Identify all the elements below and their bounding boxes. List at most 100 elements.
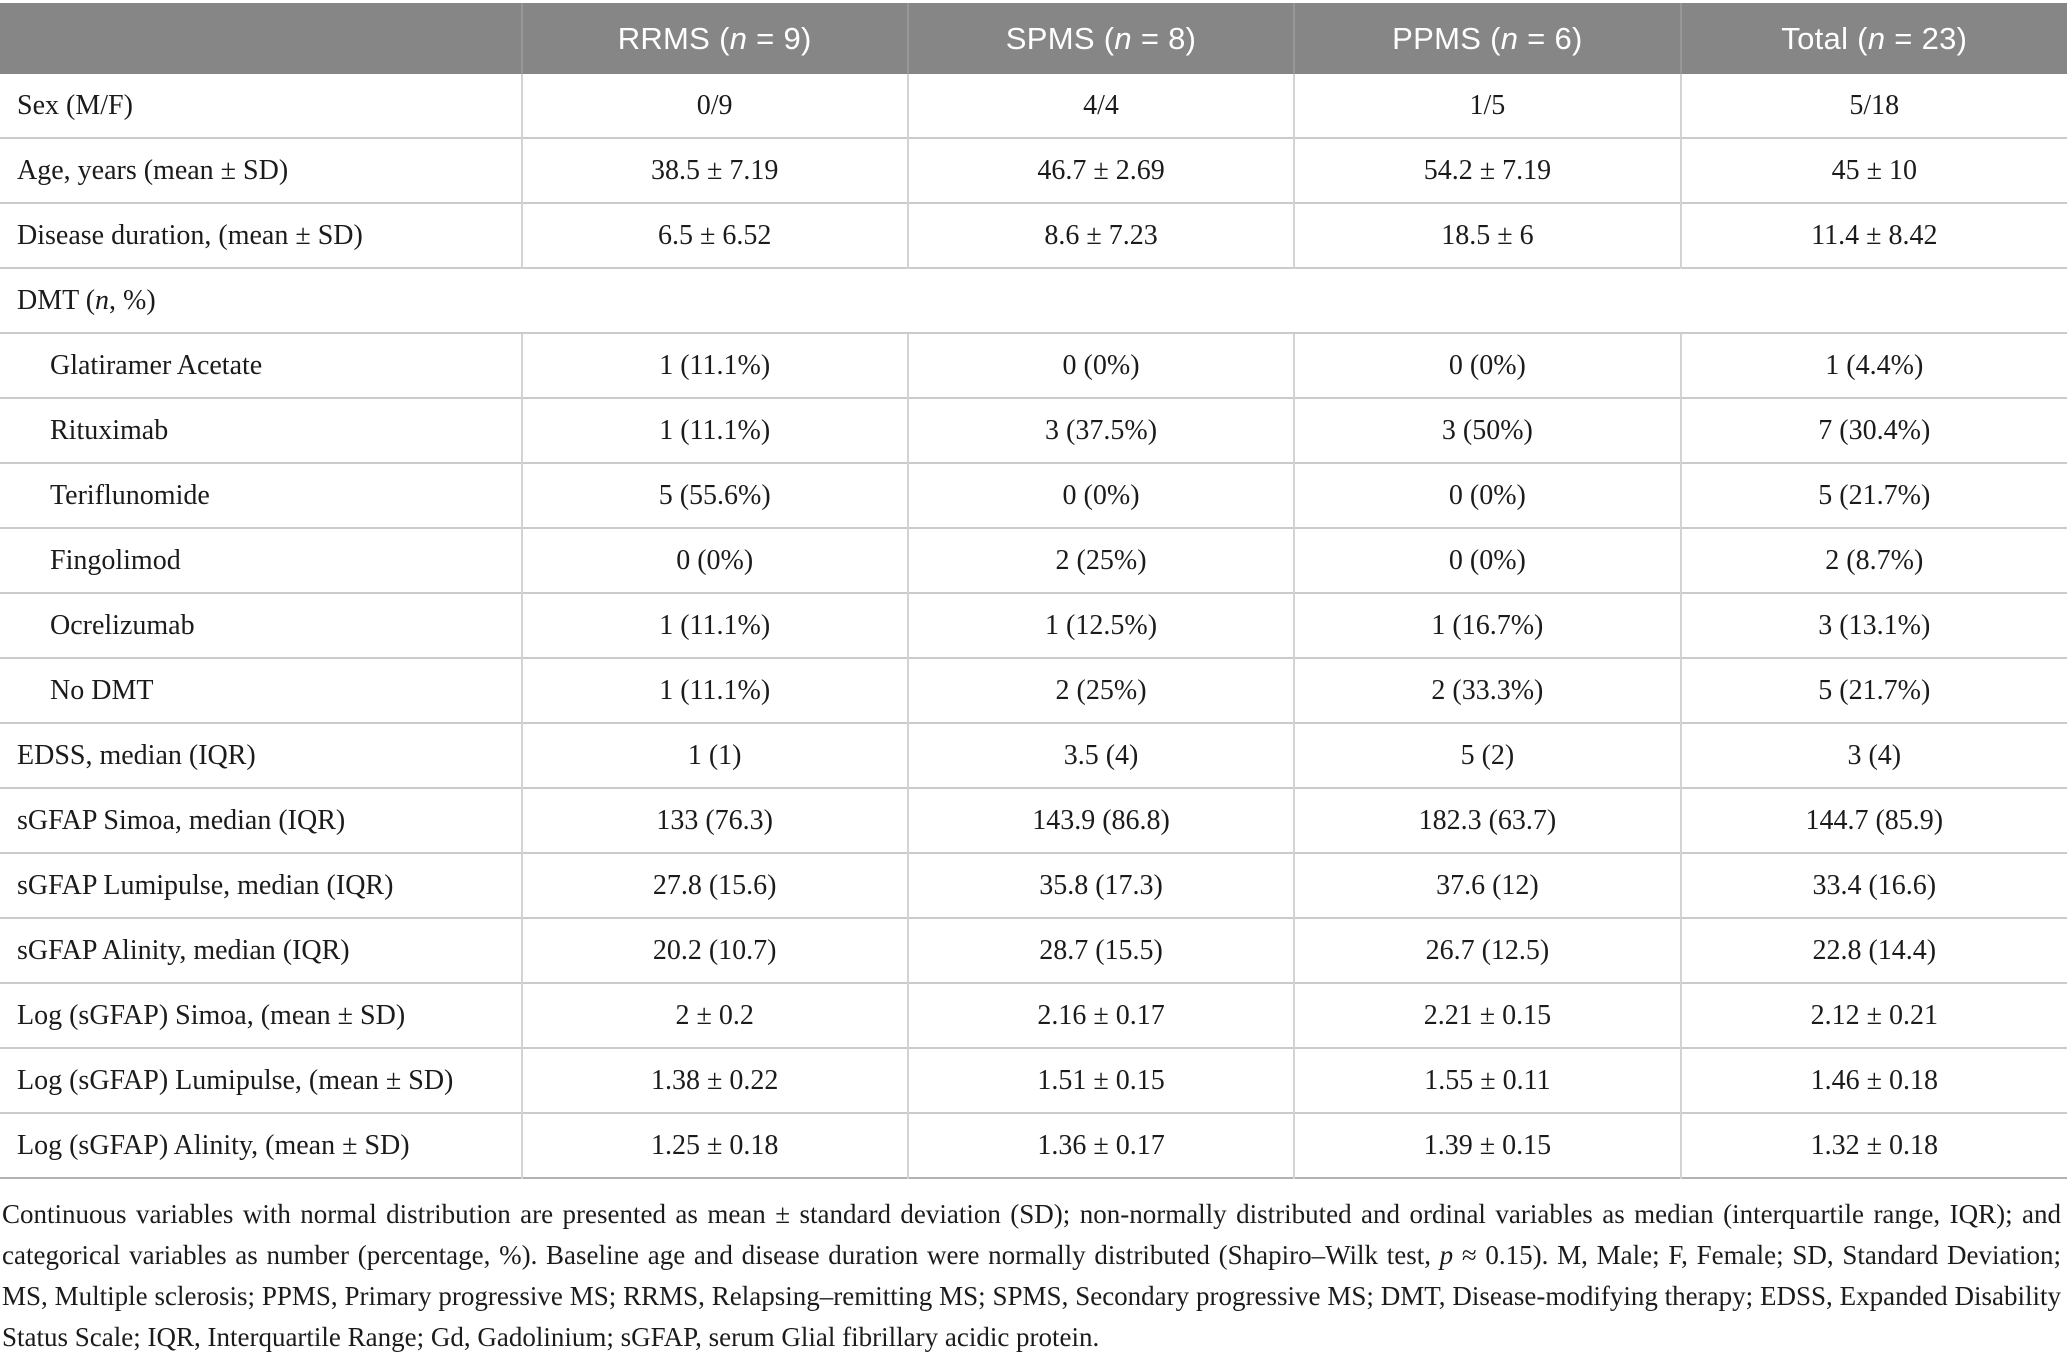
- data-cell: 7 (30.4%): [1679, 397, 2067, 463]
- row-label: sGFAP Lumipulse, median (IQR): [0, 852, 522, 918]
- row-label: Fingolimod: [0, 527, 522, 593]
- data-cell: 5 (21.7%): [1679, 462, 2067, 528]
- data-cell: 3 (50%): [1293, 397, 1681, 463]
- row-label: Age, years (mean ± SD): [0, 137, 522, 203]
- data-cell: 0 (0%): [1293, 527, 1681, 593]
- table-header-row: RRMS (n = 9) SPMS (n = 8) PPMS (n = 6) Tota…: [0, 3, 2067, 74]
- data-cell: 1.55 ± 0.11: [1293, 1047, 1681, 1113]
- row-label: Log (sGFAP) Simoa, (mean ± SD): [0, 982, 522, 1048]
- table-row: Glatiramer Acetate 1 (11.1%) 0 (0%) 0 (0%) 1…: [0, 332, 2067, 398]
- data-cell: 3 (37.5%): [906, 397, 1295, 463]
- data-cell: 1.32 ± 0.18: [1679, 1112, 2067, 1178]
- data-cell: 3 (4): [1679, 722, 2067, 788]
- table-row: Age, years (mean ± SD) 38.5 ± 7.19 46.7 ± …: [0, 137, 2067, 203]
- data-cell: 0/9: [520, 74, 908, 138]
- data-cell: 1 (11.1%): [520, 592, 908, 658]
- row-label: sGFAP Simoa, median (IQR): [0, 787, 522, 853]
- data-cell: 3.5 (4): [906, 722, 1295, 788]
- data-cell: 2 (33.3%): [1293, 657, 1681, 723]
- data-cell: 0 (0%): [906, 462, 1295, 528]
- data-cell: 1 (16.7%): [1293, 592, 1681, 658]
- section-row: DMT (n, %): [0, 267, 2067, 333]
- data-cell: 22.8 (14.4): [1679, 917, 2067, 983]
- data-cell: 1 (11.1%): [520, 657, 908, 723]
- header-corner-cell: [0, 3, 522, 74]
- data-cell: 45 ± 10: [1679, 137, 2067, 203]
- data-cell: 28.7 (15.5): [906, 917, 1295, 983]
- row-label: Sex (M/F): [0, 74, 522, 138]
- table-row: Disease duration, (mean ± SD) 6.5 ± 6.52 8…: [0, 202, 2067, 268]
- data-cell: 2 (25%): [906, 657, 1295, 723]
- section-label: DMT (n, %): [0, 267, 2067, 333]
- data-cell: 37.6 (12): [1293, 852, 1681, 918]
- data-cell: 38.5 ± 7.19: [520, 137, 908, 203]
- data-cell: 46.7 ± 2.69: [906, 137, 1295, 203]
- data-cell: 20.2 (10.7): [520, 917, 908, 983]
- data-cell: 11.4 ± 8.42: [1679, 202, 2067, 268]
- table-row: Fingolimod 0 (0%) 2 (25%) 0 (0%) 2 (8.7%): [0, 527, 2067, 593]
- data-cell: 2.16 ± 0.17: [906, 982, 1295, 1048]
- data-cell: 2 ± 0.2: [520, 982, 908, 1048]
- column-header: SPMS (n = 8): [906, 3, 1295, 74]
- table-row: No DMT 1 (11.1%) 2 (25%) 2 (33.3%) 5 (21.7%): [0, 657, 2067, 723]
- data-cell: 1 (11.1%): [520, 397, 908, 463]
- row-label: Ocrelizumab: [0, 592, 522, 658]
- data-cell: 0 (0%): [520, 527, 908, 593]
- data-cell: 1.38 ± 0.22: [520, 1047, 908, 1113]
- data-cell: 5 (55.6%): [520, 462, 908, 528]
- data-cell: 1.25 ± 0.18: [520, 1112, 908, 1178]
- table-body: Sex (M/F) 0/9 4/4 1/5 5/18 Age, years (mean ±…: [0, 74, 2067, 1178]
- row-label: Teriflunomide: [0, 462, 522, 528]
- data-cell: 1.51 ± 0.15: [906, 1047, 1295, 1113]
- data-cell: 0 (0%): [906, 332, 1295, 398]
- table-row: Log (sGFAP) Lumipulse, (mean ± SD) 1.38 ±…: [0, 1047, 2067, 1113]
- data-cell: 1.46 ± 0.18: [1679, 1047, 2067, 1113]
- data-cell: 2.21 ± 0.15: [1293, 982, 1681, 1048]
- column-header: PPMS (n = 6): [1293, 3, 1681, 74]
- table-row: Teriflunomide 5 (55.6%) 0 (0%) 0 (0%) 5 (21.…: [0, 462, 2067, 528]
- data-cell: 5 (21.7%): [1679, 657, 2067, 723]
- table-row: sGFAP Simoa, median (IQR) 133 (76.3) 143.9…: [0, 787, 2067, 853]
- data-cell: 4/4: [906, 74, 1295, 138]
- paper-table-figure: RRMS (n = 9) SPMS (n = 8) PPMS (n = 6) Tota…: [0, 3, 2067, 1358]
- row-label: Log (sGFAP) Alinity, (mean ± SD): [0, 1112, 522, 1178]
- data-cell: 35.8 (17.3): [906, 852, 1295, 918]
- table-row: EDSS, median (IQR) 1 (1) 3.5 (4) 5 (2) 3 (4): [0, 722, 2067, 788]
- data-cell: 133 (76.3): [520, 787, 908, 853]
- table-row: Log (sGFAP) Alinity, (mean ± SD) 1.25 ± 0…: [0, 1112, 2067, 1178]
- column-header: RRMS (n = 9): [520, 3, 908, 74]
- column-header: Total (n = 23): [1679, 3, 2067, 74]
- data-cell: 144.7 (85.9): [1679, 787, 2067, 853]
- row-label: sGFAP Alinity, median (IQR): [0, 917, 522, 983]
- table-footnote: Continuous variables with normal distrib…: [2, 1199, 2061, 1352]
- table-row: sGFAP Lumipulse, median (IQR) 27.8 (15.6)…: [0, 852, 2067, 918]
- row-label: Rituximab: [0, 397, 522, 463]
- data-cell: 2 (25%): [906, 527, 1295, 593]
- row-label: Glatiramer Acetate: [0, 332, 522, 398]
- data-cell: 0 (0%): [1293, 332, 1681, 398]
- data-cell: 1 (4.4%): [1679, 332, 2067, 398]
- data-cell: 1.39 ± 0.15: [1293, 1112, 1681, 1178]
- data-cell: 182.3 (63.7): [1293, 787, 1681, 853]
- data-cell: 2 (8.7%): [1679, 527, 2067, 593]
- row-label: EDSS, median (IQR): [0, 722, 522, 788]
- row-label: Log (sGFAP) Lumipulse, (mean ± SD): [0, 1047, 522, 1113]
- data-cell: 1/5: [1293, 74, 1681, 138]
- data-cell: 1 (1): [520, 722, 908, 788]
- data-cell: 6.5 ± 6.52: [520, 202, 908, 268]
- data-cell: 1.36 ± 0.17: [906, 1112, 1295, 1178]
- data-cell: 2.12 ± 0.21: [1679, 982, 2067, 1048]
- table-row: Ocrelizumab 1 (11.1%) 1 (12.5%) 1 (16.7%) 3 …: [0, 592, 2067, 658]
- data-cell: 33.4 (16.6): [1679, 852, 2067, 918]
- row-label: Disease duration, (mean ± SD): [0, 202, 522, 268]
- row-label: No DMT: [0, 657, 522, 723]
- data-cell: 143.9 (86.8): [906, 787, 1295, 853]
- data-cell: 8.6 ± 7.23: [906, 202, 1295, 268]
- data-cell: 54.2 ± 7.19: [1293, 137, 1681, 203]
- data-cell: 5/18: [1679, 74, 2067, 138]
- data-cell: 18.5 ± 6: [1293, 202, 1681, 268]
- table-row: Sex (M/F) 0/9 4/4 1/5 5/18: [0, 74, 2067, 138]
- data-cell: 3 (13.1%): [1679, 592, 2067, 658]
- table-row: Rituximab 1 (11.1%) 3 (37.5%) 3 (50%) 7 (30.…: [0, 397, 2067, 463]
- table-row: sGFAP Alinity, median (IQR) 20.2 (10.7) 28…: [0, 917, 2067, 983]
